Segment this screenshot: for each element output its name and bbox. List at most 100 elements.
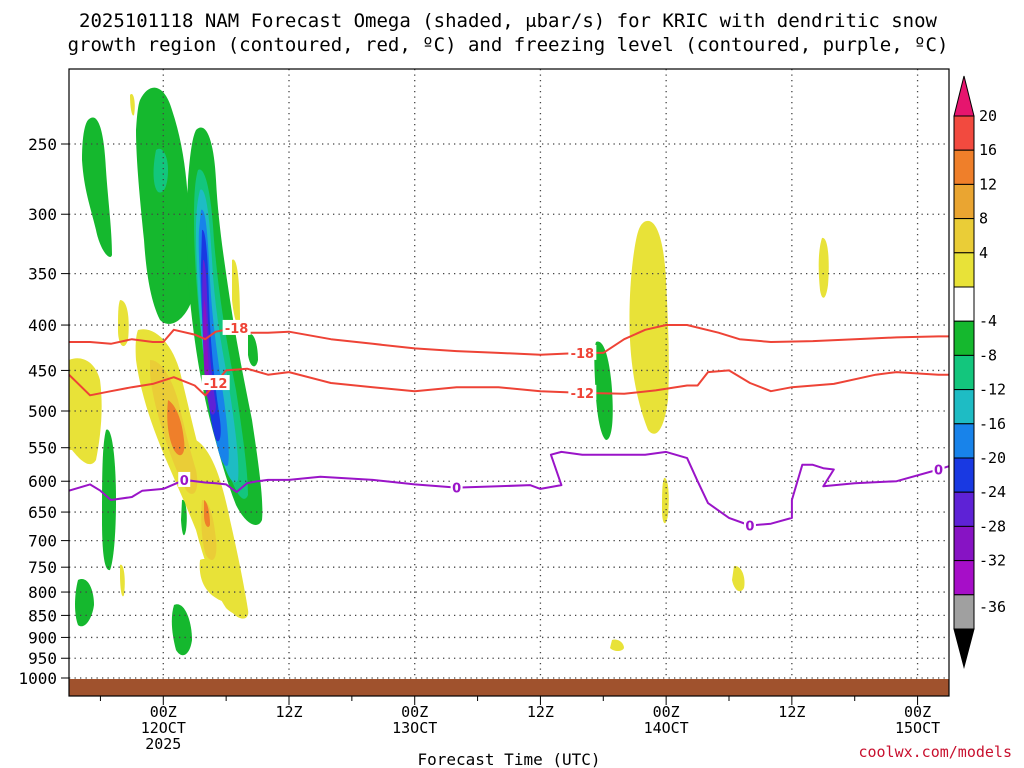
- colorbar-label-1: 16: [979, 141, 997, 159]
- omega-region-11: [199, 559, 232, 602]
- colorbar-block-1: [953, 115, 975, 151]
- y-tick-label-1000: 1000: [18, 669, 57, 688]
- label-freezing-1: 0: [452, 482, 461, 497]
- y-tick-label-350: 350: [28, 265, 57, 284]
- y-tick-label-650: 650: [28, 503, 57, 522]
- y-tick-label-400: 400: [28, 316, 57, 335]
- omega-region-24: [248, 334, 258, 367]
- ground-band: [69, 679, 949, 696]
- contour-freezing-0: [69, 450, 949, 527]
- colorbar-label-5: -4: [979, 312, 997, 330]
- x-tick-label-2-0: 00Z: [401, 703, 428, 721]
- omega-region-28: [594, 341, 613, 440]
- label-freezing-bg-0: [178, 471, 191, 487]
- x-tick-label-4-1: 14OCT: [644, 719, 689, 737]
- colorbar-block-5: [953, 252, 975, 288]
- colorbar-bottom-arrow: [953, 628, 975, 669]
- y-tick-label-750: 750: [28, 558, 57, 577]
- gridlines: [69, 69, 949, 696]
- colorbar-label-4: 4: [979, 244, 988, 262]
- label-minus12-1: -12: [571, 387, 595, 402]
- colorbar-block-13: [953, 525, 975, 562]
- colorbar-block-6: [953, 286, 975, 322]
- label-freezing-bg-3: [932, 461, 945, 477]
- colorbar-block-15: [953, 594, 975, 630]
- label-freezing-bg-1: [450, 479, 463, 495]
- colorbar-label-2: 12: [979, 175, 997, 193]
- colorbar-block-9: [953, 389, 975, 425]
- y-tick-label-600: 600: [28, 472, 57, 491]
- label-minus18-0: -18: [225, 322, 249, 337]
- omega-region-26: [130, 94, 135, 116]
- omega-region-3: [69, 358, 102, 465]
- y-tick-label-900: 900: [28, 628, 57, 647]
- omega-region-21: [75, 579, 94, 627]
- omega-region-1: [136, 87, 195, 324]
- omega-region-8: [196, 440, 249, 619]
- colorbar-label-0: 20: [979, 107, 997, 125]
- chart-title-line-1: 2025101118 NAM Forecast Omega (shaded, μ…: [79, 10, 937, 32]
- y-tick-label-800: 800: [28, 583, 57, 602]
- y-tick-label-700: 700: [28, 532, 57, 551]
- x-tick-label-0-0: 00Z: [150, 703, 177, 721]
- y-tick-label-850: 850: [28, 606, 57, 625]
- colorbar-label-12: -32: [979, 552, 1006, 570]
- colorbar-label-9: -20: [979, 449, 1006, 467]
- x-tick-label-6-0: 00Z: [904, 703, 931, 721]
- omega-region-22: [171, 604, 192, 656]
- colorbar-label-11: -28: [979, 517, 1006, 535]
- x-tick-label-4-0: 00Z: [653, 703, 680, 721]
- label-freezing-0: 0: [180, 474, 189, 489]
- colorbar-top-arrow: [953, 75, 975, 117]
- y-tick-label-450: 450: [28, 361, 57, 380]
- colorbar-block-10: [953, 423, 975, 459]
- x-tick-label-5-0: 12Z: [778, 703, 805, 721]
- y-tick-label-950: 950: [28, 649, 57, 668]
- chart-title-line-2: growth region (contoured, red, ºC) and f…: [68, 34, 949, 56]
- omega-region-10: [204, 500, 210, 527]
- x-tick-label-1-0: 12Z: [275, 703, 302, 721]
- omega-region-0: [82, 117, 112, 258]
- y-tick-label-550: 550: [28, 439, 57, 458]
- omega-region-20: [102, 429, 116, 571]
- colorbar: 20 16 12 8 4 -4 -8 -12 -16 -20 -24 -28 -32 -36: [953, 75, 1006, 669]
- colorbar-block-12: [953, 491, 975, 527]
- colorbar-label-3: 8: [979, 210, 988, 228]
- label-freezing-3: 0: [934, 463, 943, 478]
- x-tick-label-6-1: 15OCT: [895, 719, 940, 737]
- omega-region-30: [732, 565, 745, 592]
- omega-shading: [69, 87, 829, 656]
- y-tick-label-300: 300: [28, 205, 57, 224]
- colorbar-block-2: [953, 149, 975, 185]
- x-tick-label-2-1: 13OCT: [392, 719, 437, 737]
- omega-region-2: [153, 148, 168, 193]
- omega-region-12: [232, 259, 240, 324]
- omega-region-4: [118, 300, 129, 347]
- colorbar-block-7: [953, 320, 975, 356]
- contour-minus18: [69, 324, 949, 356]
- label-freezing-2: 0: [745, 519, 754, 534]
- omega-region-25: [120, 564, 125, 597]
- omega-region-29: [818, 237, 829, 298]
- omega-region-23: [181, 499, 187, 536]
- omega-region-31: [662, 477, 669, 524]
- x-tick-label-0-1: 12OCT: [141, 719, 186, 737]
- x-tick-label-3-0: 12Z: [527, 703, 554, 721]
- label-minus12-bg-0: [201, 375, 230, 391]
- credit-text: coolwx.com/models: [858, 743, 1012, 761]
- plot-frame: [68, 68, 950, 697]
- colorbar-block-4: [953, 218, 975, 254]
- colorbar-label-8: -16: [979, 415, 1006, 433]
- omega-region-27: [629, 220, 669, 434]
- label-minus18-1: -18: [571, 347, 595, 362]
- x-axis-title: Forecast Time (UTC): [417, 750, 600, 768]
- colorbar-block-14: [953, 560, 975, 596]
- label-minus12-0: -12: [204, 377, 228, 392]
- y-tick-label-250: 250: [28, 135, 57, 154]
- y-axis: 250 300 350 400 450 500 550 600 650 700 750 800 850 9…: [18, 135, 69, 688]
- omega-region-32: [610, 639, 624, 651]
- colorbar-block-8: [953, 354, 975, 391]
- colorbar-block-3: [953, 183, 975, 220]
